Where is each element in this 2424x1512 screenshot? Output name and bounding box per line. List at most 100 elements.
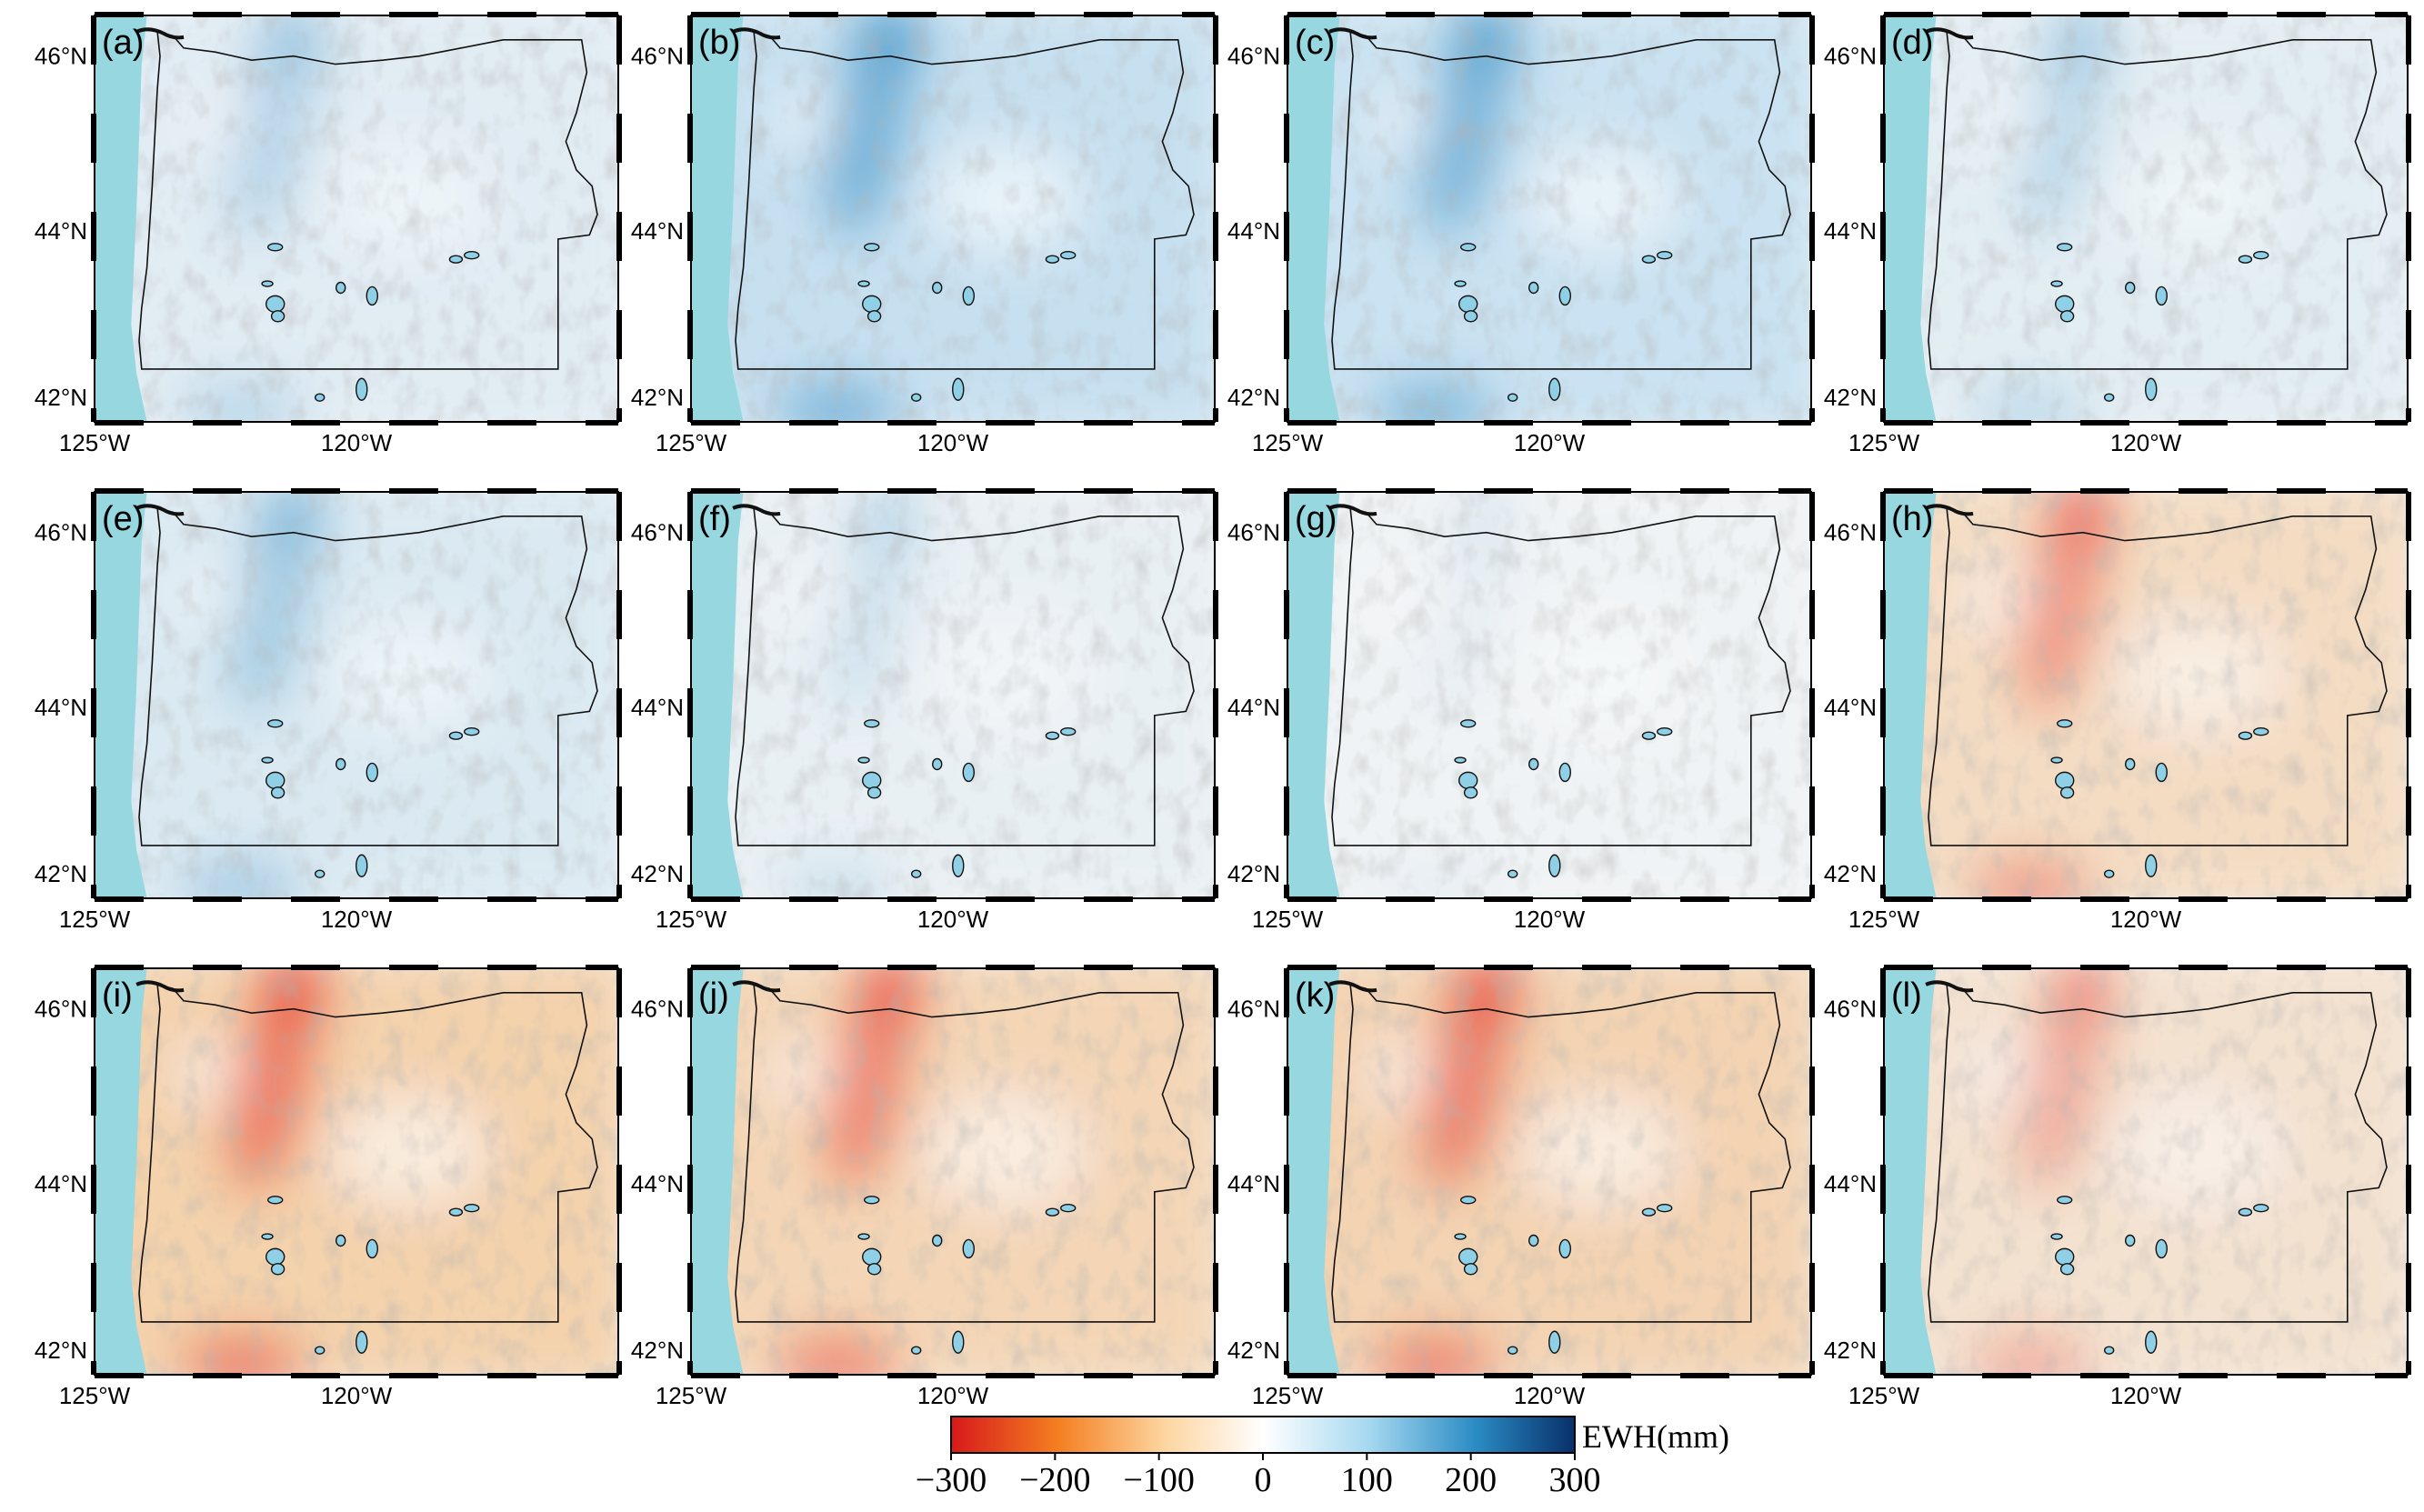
lake [464,251,480,260]
colorbar-tick-label: 100 [1341,1461,1393,1499]
panel-label: (e) [102,500,144,538]
lake [448,1207,464,1217]
lake [910,393,922,402]
lat-tick-label: 42°N [631,1337,684,1364]
lake [356,854,368,877]
lake [464,727,480,736]
lake [864,243,880,252]
lake [1458,295,1478,314]
lake [261,756,274,764]
lon-tick-label: 125°W [1848,429,1920,456]
lake [1460,719,1477,728]
lon-tick-label: 125°W [656,906,727,933]
lon-tick-label: 120°W [321,429,393,456]
map-panel: (a) 46°N 44°N 42°N 125°W 120°W [35,12,622,456]
lake [1548,854,1561,877]
lat-tick-label: 44°N [1227,1170,1280,1197]
lake [1045,1207,1060,1217]
lat-tick-label: 42°N [1227,1337,1280,1364]
lake [2059,786,2075,799]
lake [962,762,975,783]
lake [265,771,285,790]
lake [2253,1204,2269,1213]
lon-tick-label: 125°W [1252,1382,1324,1409]
lat-tick-label: 42°N [631,860,684,887]
lake [1463,1263,1478,1276]
panel-label: (i) [102,976,133,1015]
lake [1060,251,1077,260]
lat-tick-label: 44°N [1227,694,1280,721]
lake [261,280,274,287]
lat-tick-label: 42°N [631,384,684,411]
panels-layer: (a) 46°N 44°N 42°N 125°W 120°W (b) 46°N 44°N 42°N… [35,12,2411,1409]
lat-tick-label: 42°N [1824,860,1877,887]
lake [864,1196,880,1205]
lat-tick-label: 46°N [631,519,684,546]
lake [265,1247,285,1267]
lake [267,243,284,252]
lon-tick-label: 125°W [1252,906,1324,933]
lat-tick-label: 46°N [1227,996,1280,1023]
lake [862,1247,882,1267]
map-panel: (d) 46°N 44°N 42°N 125°W 120°W [1824,12,2411,456]
lat-tick-label: 42°N [35,384,87,411]
lon-tick-label: 125°W [656,429,727,456]
lake [2145,854,2158,877]
lat-tick-label: 44°N [35,217,87,245]
lake [2125,1234,2136,1247]
lake [1548,377,1561,401]
lake [862,295,882,314]
lat-tick-label: 42°N [35,1337,87,1364]
lake [2050,280,2063,287]
lake [1641,255,1657,264]
map-panel: (g) 46°N 44°N 42°N 125°W 120°W [1227,488,1815,933]
lake [2057,1196,2073,1205]
lake [952,854,965,877]
lake [1458,1247,1478,1267]
lon-tick-label: 125°W [656,1382,727,1409]
lake [366,285,378,306]
lake [336,281,346,295]
lake [2253,251,2269,260]
lon-tick-label: 120°W [1514,1382,1586,1409]
colorbar-tick-label: −200 [1019,1461,1090,1499]
lake [1657,727,1673,736]
panel-label: (f) [698,500,731,538]
lake [866,786,882,799]
panel-label: (b) [698,24,740,62]
lon-tick-label: 125°W [1848,1382,1920,1409]
lake [2238,1207,2253,1217]
panel-label: (g) [1295,500,1337,538]
lake [1045,731,1060,740]
lon-tick-label: 120°W [2110,1382,2182,1409]
lake [1507,393,1518,402]
lat-tick-label: 46°N [1824,519,1877,546]
lake [1060,1204,1077,1213]
lake [1454,1233,1467,1240]
lat-tick-label: 46°N [1227,43,1280,70]
lake [2055,295,2075,314]
lon-tick-label: 120°W [917,906,989,933]
lake [366,1238,378,1259]
lat-tick-label: 44°N [1824,1170,1877,1197]
lon-tick-label: 125°W [59,906,131,933]
lake [932,1234,943,1247]
lake [1463,310,1478,323]
lake [1463,786,1478,799]
lake [2103,393,2115,402]
lat-tick-label: 44°N [631,694,684,721]
colorbar-bar [950,1416,1576,1454]
map-panel: (e) 46°N 44°N 42°N 125°W 120°W [35,488,622,933]
lake [932,281,943,295]
panel-label: (d) [1891,24,1933,62]
lake [857,756,870,764]
panel-label: (h) [1891,500,1933,538]
lat-tick-label: 46°N [35,43,87,70]
lake [2050,756,2063,764]
lake [2057,719,2073,728]
lake [1507,869,1518,878]
lon-tick-label: 125°W [59,429,131,456]
lake [336,757,346,771]
lon-tick-label: 125°W [1848,906,1920,933]
